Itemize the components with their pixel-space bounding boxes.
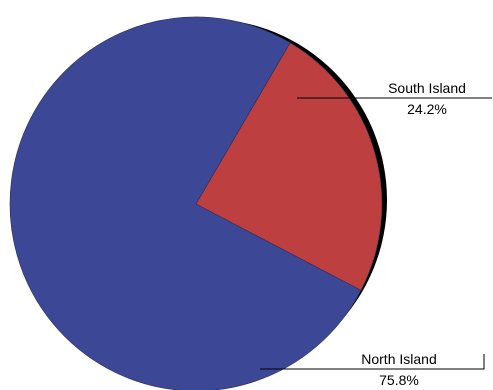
slice-label: South Island (388, 80, 466, 96)
slice-percent-label: 24.2% (407, 101, 447, 117)
slice-percent-label: 75.8% (379, 372, 419, 388)
pie-slice-south-island (195, 42, 383, 291)
slice-label: North Island (361, 351, 436, 367)
pie-slice-north-island (9, 16, 362, 390)
leader-line (260, 354, 485, 370)
